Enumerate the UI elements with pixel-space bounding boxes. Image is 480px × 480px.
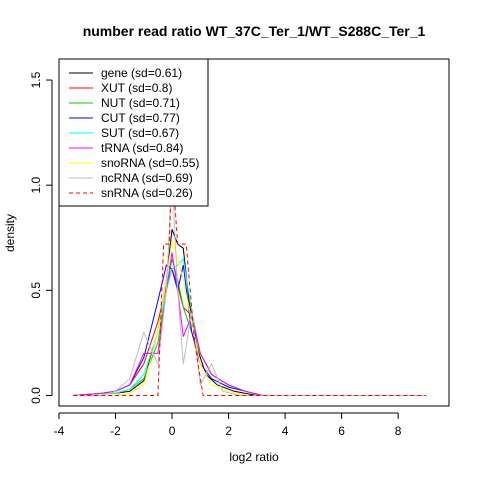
y-tick-label: 1.0 xyxy=(29,177,43,194)
legend-label: ncRNA (sd=0.69) xyxy=(101,171,193,185)
legend-label: tRNA (sd=0.84) xyxy=(101,141,183,155)
series-line xyxy=(73,267,427,396)
legend-label: snRNA (sd=0.26) xyxy=(101,186,193,200)
y-tick-label: 1.5 xyxy=(29,71,43,88)
x-tick-label: -4 xyxy=(54,424,65,438)
x-tick-label: 6 xyxy=(338,424,345,438)
series-line xyxy=(73,264,427,396)
series-line xyxy=(73,174,427,396)
legend-label: XUT (sd=0.8) xyxy=(101,81,172,95)
x-axis-label: log2 ratio xyxy=(229,450,279,464)
series-line xyxy=(73,252,427,396)
y-tick-label: 0.0 xyxy=(29,387,43,404)
series-line xyxy=(73,164,427,396)
legend-label: gene (sd=0.61) xyxy=(101,66,182,80)
legend-label: SUT (sd=0.67) xyxy=(101,126,179,140)
legend-label: snoRNA (sd=0.55) xyxy=(101,156,199,170)
legend-label: CUT (sd=0.77) xyxy=(101,111,180,125)
series-line xyxy=(73,239,427,396)
y-tick-label: 0.5 xyxy=(29,282,43,299)
axes: -4 -2 0 2 4 6 8 0.0 0.5 1.0 1.5 xyxy=(29,71,402,438)
legend: gene (sd=0.61)XUT (sd=0.8)NUT (sd=0.71)C… xyxy=(58,58,209,207)
plot-frame xyxy=(58,58,450,407)
x-tick-label: 8 xyxy=(395,424,402,438)
series-line xyxy=(73,229,427,396)
legend-label: NUT (sd=0.71) xyxy=(101,96,180,110)
x-tick-label: 0 xyxy=(169,424,176,438)
series-line xyxy=(73,257,427,396)
y-axis-label: density xyxy=(3,214,17,252)
series-line xyxy=(73,258,427,396)
x-tick-label: -2 xyxy=(110,424,121,438)
series-layer xyxy=(73,164,427,396)
x-tick-label: 4 xyxy=(282,424,289,438)
chart-title: number read ratio WT_37C_Ter_1/WT_S288C_… xyxy=(83,23,426,39)
x-tick-label: 2 xyxy=(225,424,232,438)
